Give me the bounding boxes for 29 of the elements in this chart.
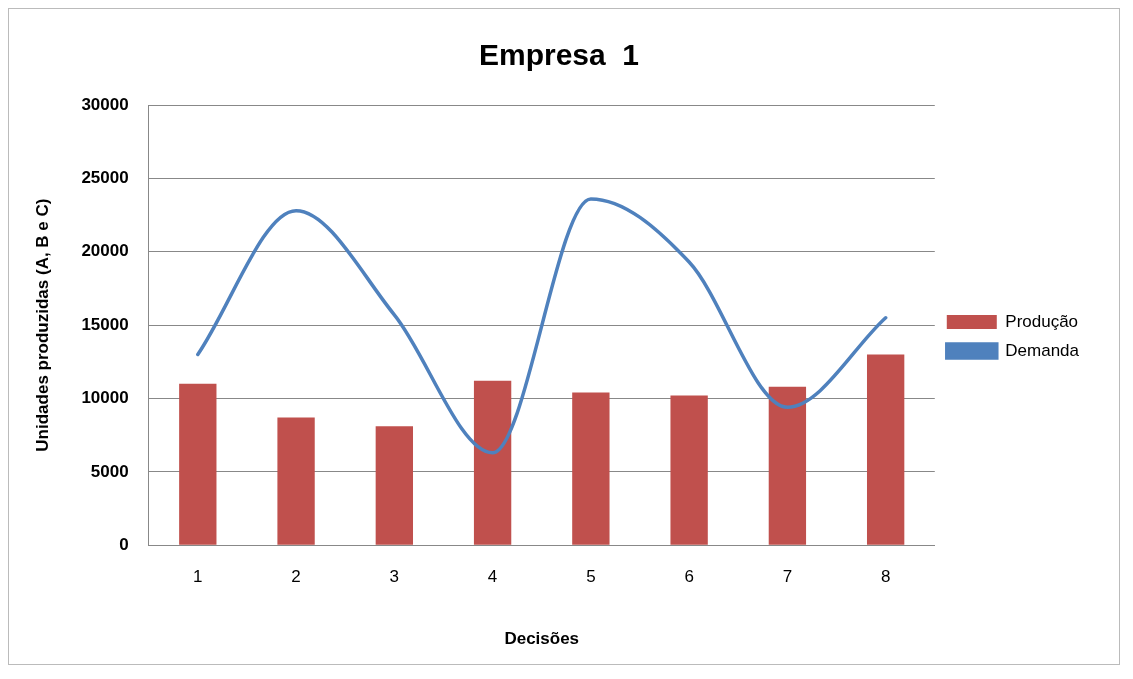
x-tick-label: 3: [389, 567, 400, 587]
bar: [179, 383, 217, 545]
bar: [866, 354, 905, 545]
legend-label: Demanda: [1005, 340, 1080, 360]
bar: [473, 380, 512, 545]
x-tick-label: 6: [684, 567, 694, 587]
x-tick-label: 7: [782, 567, 793, 587]
y-tick-label: 5000: [90, 461, 129, 481]
x-tick-label: 2: [291, 567, 301, 587]
legend-label: Produção: [1005, 311, 1079, 331]
y-tick-label: 25000: [81, 168, 129, 188]
x-tick-label: 8: [880, 567, 891, 587]
y-tick-label: 10000: [81, 388, 129, 408]
bar: [768, 386, 807, 545]
y-tick-label: 30000: [81, 94, 129, 114]
x-tick-label: 1: [193, 567, 203, 587]
x-axis-title: Decisões: [504, 629, 580, 649]
line-series: [196, 197, 888, 455]
bar: [670, 395, 708, 545]
y-tick-label: 0: [119, 534, 129, 554]
chart-title: Empresa 1: [478, 38, 640, 72]
bar: [375, 426, 413, 545]
x-tick-label: 5: [586, 567, 596, 587]
bar: [572, 392, 610, 545]
bar: [277, 417, 315, 545]
y-tick-label: 15000: [81, 314, 129, 334]
x-tick-label: 4: [487, 567, 498, 587]
y-axis-title: Unidades produzidas (A, B e C): [32, 198, 52, 452]
y-tick-label: 20000: [81, 241, 129, 261]
